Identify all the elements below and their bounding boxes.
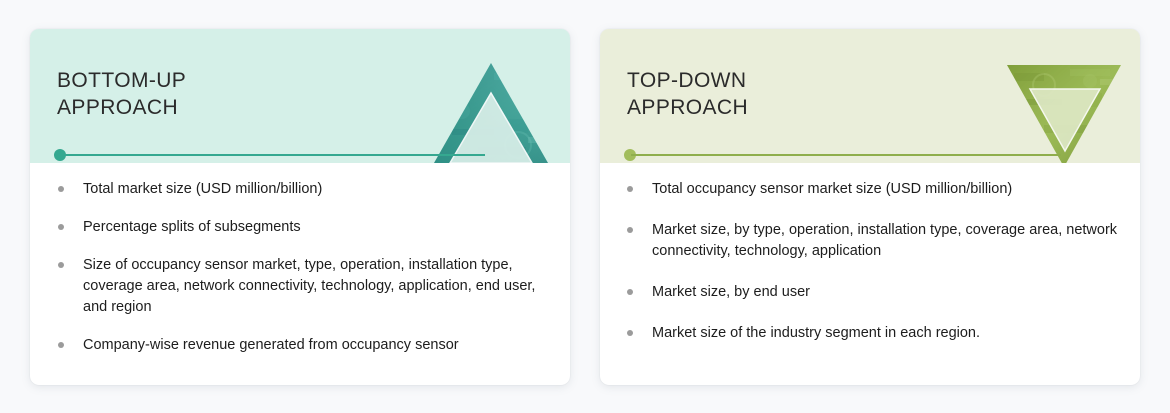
connector-line-bottom-up bbox=[54, 147, 570, 163]
list-item-label: Total occupancy sensor market size (USD … bbox=[652, 181, 1013, 197]
list-item-label: Market size, by type, operation, install… bbox=[652, 222, 1118, 259]
bullet-dot-icon bbox=[627, 330, 633, 336]
list-item-label: Company-wise revenue generated from occu… bbox=[83, 337, 459, 353]
list-item: Total occupancy sensor market size (USD … bbox=[627, 179, 1120, 200]
list-item-label: Market size of the industry segment in e… bbox=[652, 325, 981, 341]
connector-dot-icon bbox=[624, 149, 636, 161]
card-header-top-down: TOP-DOWN APPROACH bbox=[600, 29, 1140, 163]
bullet-dot-icon bbox=[58, 262, 64, 268]
connector-line-top-down bbox=[624, 147, 1140, 163]
bullet-dot-icon bbox=[627, 186, 633, 192]
bullet-list-bottom-up: Total market size (USD million/billion) … bbox=[30, 179, 570, 373]
list-item: Company-wise revenue generated from occu… bbox=[58, 335, 544, 356]
connector-rule bbox=[61, 154, 485, 156]
list-item: Total market size (USD million/billion) bbox=[58, 179, 544, 200]
bullet-dot-icon bbox=[58, 186, 64, 192]
list-item: Market size of the industry segment in e… bbox=[627, 323, 1120, 344]
bullet-dot-icon bbox=[627, 227, 633, 233]
list-item-label: Market size, by end user bbox=[652, 284, 810, 300]
bullet-dot-icon bbox=[58, 342, 64, 348]
card-bottom-up-approach: BOTTOM-UP APPROACH bbox=[30, 29, 570, 385]
list-item-label: Percentage splits of subsegments bbox=[83, 219, 301, 235]
list-item: Size of occupancy sensor market, type, o… bbox=[58, 255, 544, 318]
card-header-bottom-up: BOTTOM-UP APPROACH bbox=[30, 29, 570, 163]
list-item: Market size, by end user bbox=[627, 282, 1120, 303]
card-top-down-approach: TOP-DOWN APPROACH bbox=[600, 29, 1140, 385]
bullet-dot-icon bbox=[58, 224, 64, 230]
connector-rule bbox=[631, 154, 1061, 156]
bullet-list-top-down: Total occupancy sensor market size (USD … bbox=[600, 179, 1140, 364]
list-item: Market size, by type, operation, install… bbox=[627, 220, 1120, 262]
card-title-bottom-up: BOTTOM-UP APPROACH bbox=[57, 69, 187, 119]
bullet-dot-icon bbox=[627, 289, 633, 295]
list-item-label: Size of occupancy sensor market, type, o… bbox=[83, 257, 536, 315]
card-title-top-down: TOP-DOWN APPROACH bbox=[627, 69, 749, 119]
connector-dot-icon bbox=[54, 149, 66, 161]
list-item: Percentage splits of subsegments bbox=[58, 217, 544, 238]
list-item-label: Total market size (USD million/billion) bbox=[83, 181, 323, 197]
